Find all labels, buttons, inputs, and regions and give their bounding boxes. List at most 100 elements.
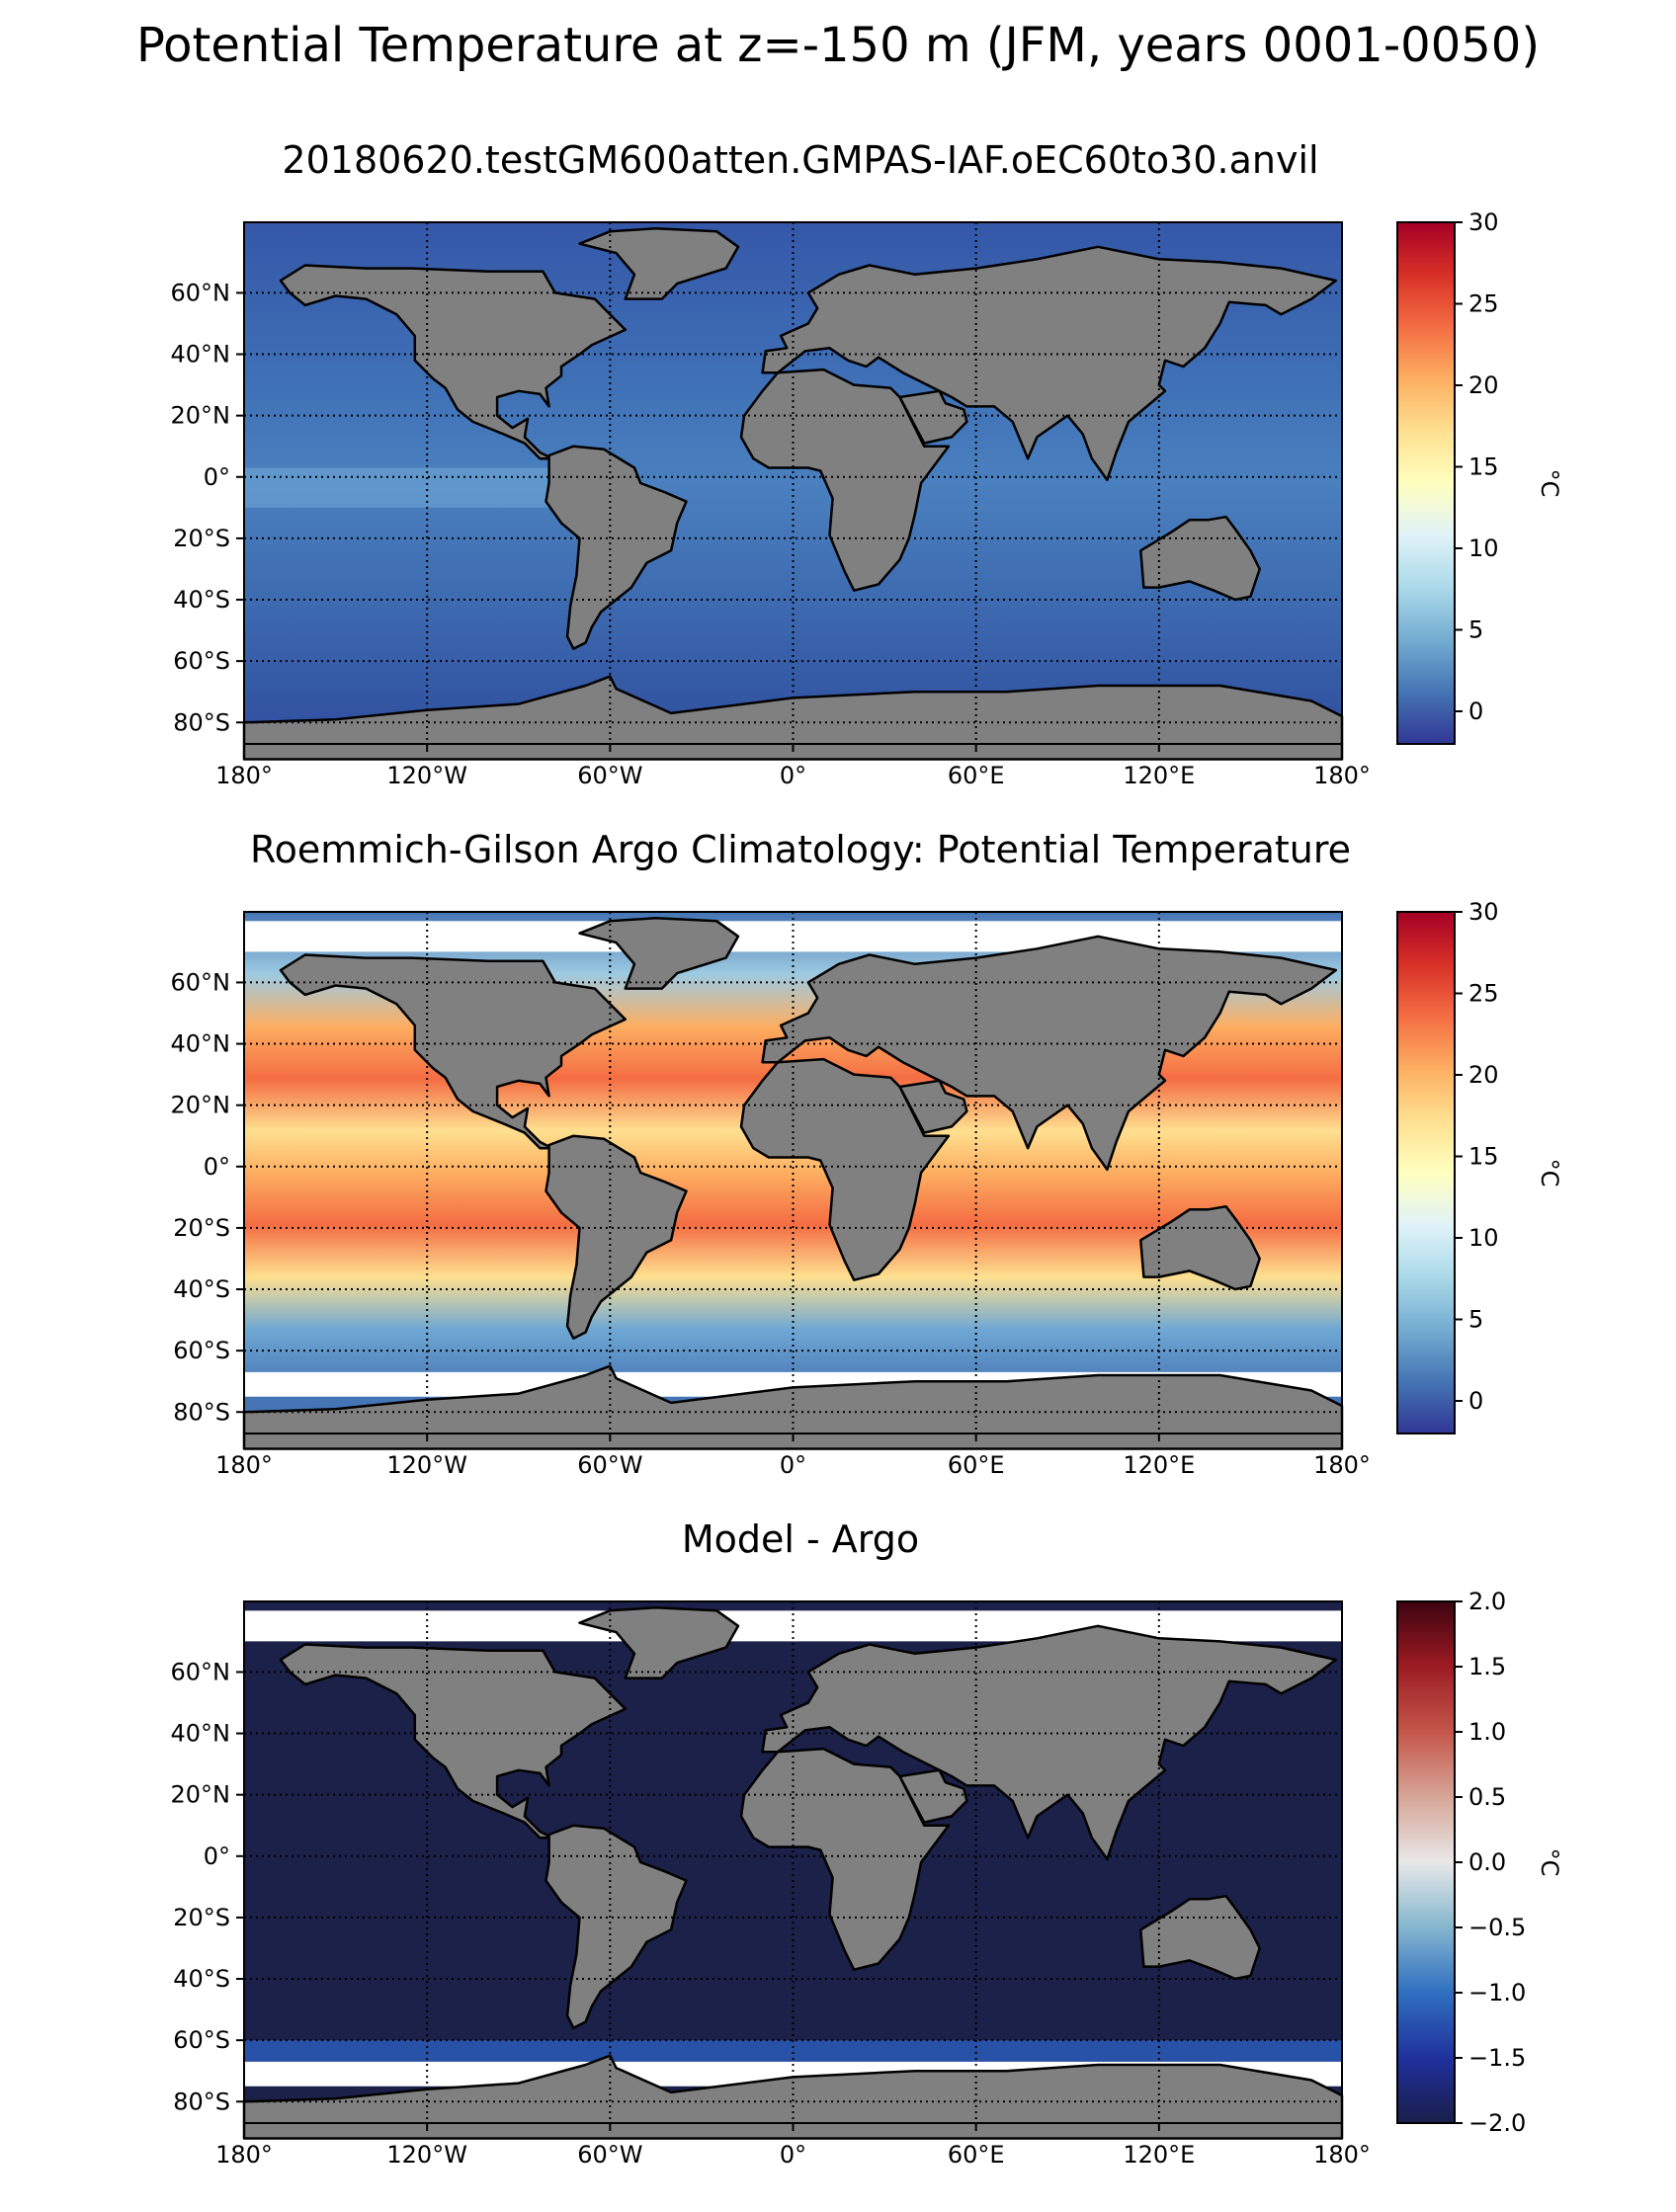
x-tick-label: 180° [215, 1451, 273, 1479]
x-tick-label: 60°W [577, 762, 642, 789]
y-tick-label: 0° [204, 1843, 230, 1870]
colorbar-label: °C [1536, 1848, 1563, 1877]
colorbar-tick-label: 0.5 [1468, 1783, 1506, 1811]
x-tick-label: 180° [215, 2141, 273, 2169]
colorbar-tick-label: 0 [1468, 1387, 1483, 1415]
y-tick-label: 80°S [173, 708, 230, 736]
y-tick-label: 60°N [171, 1658, 231, 1685]
colorbar-tick-label: 10 [1468, 534, 1499, 562]
y-tick-label: 60°S [173, 647, 230, 675]
colorbar-tick-label: −0.5 [1468, 1914, 1526, 1941]
x-tick-label: 120°E [1123, 762, 1195, 789]
x-tick-label: 120°E [1123, 2141, 1195, 2169]
x-tick-label: 120°W [386, 1451, 467, 1479]
colorbar-tick-label: 2.0 [1468, 1588, 1506, 1615]
colorbar-tick-label: 0 [1468, 697, 1483, 725]
x-tick-label: 60°E [948, 1451, 1005, 1479]
x-tick-label: 0° [780, 762, 806, 789]
land-south-america [545, 445, 688, 650]
land-greenland [578, 226, 740, 300]
land-south-america [545, 1824, 688, 2029]
equatorial-warm-tongue [244, 467, 549, 508]
y-tick-label: 20°N [171, 1092, 231, 1119]
colorbar-tick-label: 20 [1468, 1061, 1499, 1089]
land-north-america [279, 1643, 628, 1840]
x-tick-label: 0° [780, 1451, 806, 1479]
y-tick-label: 0° [204, 1153, 230, 1181]
x-tick-label: 60°E [948, 2141, 1005, 2169]
colorbar-tick-label: −1.5 [1468, 2044, 1526, 2072]
panel-3-title: Model - Argo [681, 1517, 920, 1561]
map-frame [243, 1600, 1343, 2124]
colorbar-gradient [1396, 1600, 1456, 2124]
map-panel-3: 180° 120°W 60°W 0° 60°E 120°E 180° 60°N 40°N 20°N… [171, 1600, 1371, 2169]
x-tick-label: 120°W [386, 2141, 467, 2169]
land-greenland [578, 1605, 740, 1679]
map-frame [243, 911, 1343, 1434]
map-panel-1: 180° 120°W 60°W 0° 60°E 120°E 180° 60°N 40°N 20°N… [171, 221, 1371, 789]
y-tick-label: 40°S [173, 586, 230, 614]
colorbar-3: 2.0 1.5 1.0 0.5 0.0 −0.5 −1.0 −1.5 −2.0 °C [1396, 1588, 1563, 2137]
colorbar-1: 0 5 10 15 20 25 30 °C [1396, 208, 1563, 745]
y-tick-label: 40°S [173, 1275, 230, 1303]
y-tick-label: 40°N [171, 341, 231, 369]
colorbar-tick-label: 5 [1468, 616, 1483, 644]
y-tick-label: 40°N [171, 1030, 231, 1058]
x-tick-label: 60°W [577, 2141, 642, 2169]
colorbar-tick-label: 15 [1468, 1143, 1499, 1171]
x-tick-label: 180° [1313, 2141, 1371, 2169]
x-tick-label: 0° [780, 2141, 806, 2169]
panel-1-title: 20180620.testGM600atten.GMPAS-IAF.oEC60t… [282, 138, 1319, 182]
x-tick-label: 120°E [1123, 1451, 1195, 1479]
y-tick-label: 20°S [173, 1904, 230, 1931]
y-tick-label: 80°S [173, 2088, 230, 2115]
colorbar-label: °C [1536, 469, 1563, 498]
land-greenland [578, 916, 740, 990]
southern-ocean-band [244, 2040, 1342, 2062]
land-arabia [898, 1079, 968, 1134]
colorbar-tick-label: 30 [1468, 898, 1499, 926]
y-tick-label: 40°N [171, 1720, 231, 1748]
x-tick-label: 180° [1313, 1451, 1371, 1479]
colorbar-tick-label: 5 [1468, 1306, 1483, 1334]
colorbar-tick-label: 1.0 [1468, 1718, 1506, 1746]
colorbar-gradient [1396, 221, 1456, 745]
colorbar-tick-label: 10 [1468, 1224, 1499, 1252]
land-north-america [279, 953, 628, 1150]
y-tick-label: 20°S [173, 525, 230, 552]
x-tick-label: 60°W [577, 1451, 642, 1479]
y-tick-label: 60°N [171, 279, 231, 306]
land-arabia [898, 1768, 968, 1824]
x-tick-label: 180° [1313, 762, 1371, 789]
map-frame [243, 221, 1343, 745]
figure-suptitle: Potential Temperature at z=-150 m (JFM, … [135, 18, 1541, 73]
land-eurasia [761, 1624, 1338, 1861]
land-arabia [898, 389, 968, 445]
x-tick-label: 180° [215, 762, 273, 789]
colorbar-tick-label: −1.0 [1468, 1979, 1526, 2007]
land-eurasia [761, 245, 1338, 482]
colorbar-tick-label: 20 [1468, 371, 1499, 399]
colorbar-tick-label: −2.0 [1468, 2109, 1526, 2137]
y-tick-label: 80°S [173, 1398, 230, 1426]
y-tick-label: 20°S [173, 1214, 230, 1242]
colorbar-tick-label: 25 [1468, 980, 1499, 1008]
colorbar-tick-label: 15 [1468, 453, 1499, 481]
y-tick-label: 60°S [173, 1337, 230, 1364]
panel-2-title: Roemmich-Gilson Argo Climatology: Potent… [249, 828, 1352, 871]
land-north-america [279, 264, 628, 460]
y-tick-label: 60°S [173, 2026, 230, 2054]
colorbar-tick-label: 1.5 [1468, 1653, 1506, 1680]
x-tick-label: 60°E [948, 762, 1005, 789]
colorbar-tick-label: 25 [1468, 290, 1499, 318]
map-panel-2: 180° 120°W 60°W 0° 60°E 120°E 180° 60°N 40°N 20°N… [171, 911, 1371, 1479]
colorbar-tick-label: 0.0 [1468, 1848, 1506, 1876]
land-south-america [545, 1134, 688, 1340]
y-tick-label: 20°N [171, 1781, 231, 1809]
x-tick-label: 120°W [386, 762, 467, 789]
colorbar-tick-label: 30 [1468, 208, 1499, 236]
y-tick-label: 0° [204, 463, 230, 491]
colorbar-gradient [1396, 911, 1456, 1434]
